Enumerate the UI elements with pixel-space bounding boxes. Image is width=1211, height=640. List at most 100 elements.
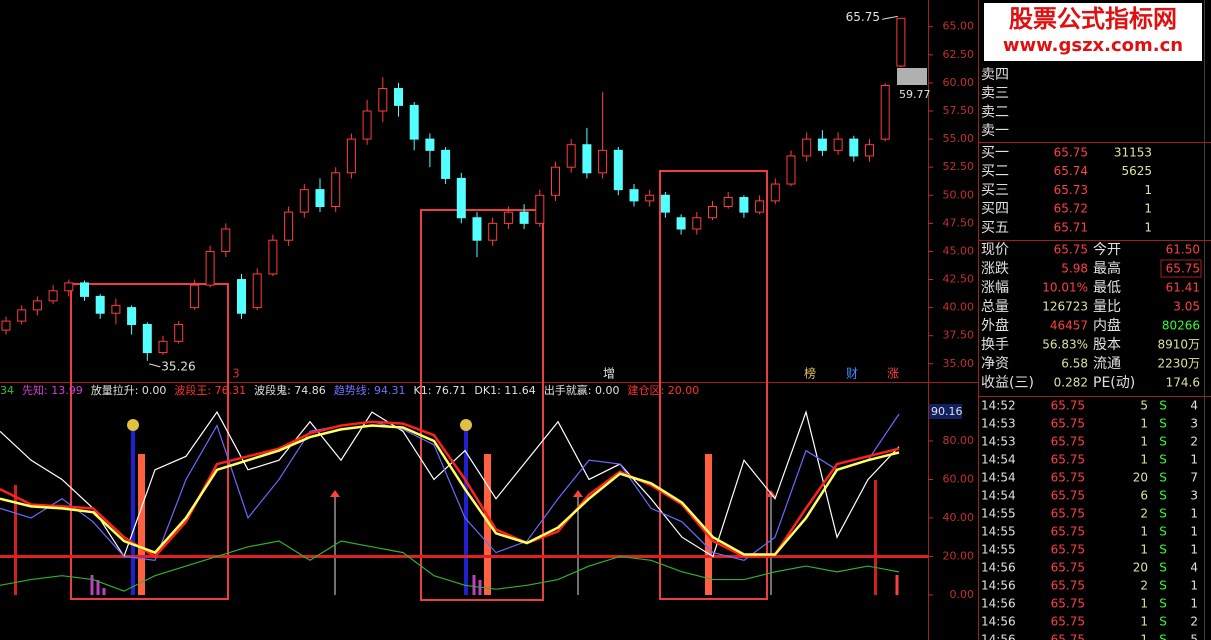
trade-count: 4: [1190, 399, 1198, 413]
stat-label: 总量: [981, 299, 1009, 315]
trade-volume: 1: [1140, 615, 1148, 629]
candle-body: [833, 138, 843, 151]
watermark-url: www.gszx.com.cn: [1003, 35, 1183, 56]
button[interactable]: 涨: [887, 366, 899, 381]
trade-side: S: [1159, 597, 1167, 611]
trade-price: 65.75: [1051, 579, 1085, 593]
trade-volume: 20: [1133, 471, 1148, 485]
candle-body: [770, 183, 780, 202]
high-arrow: [881, 15, 898, 20]
trade-price: 65.75: [1051, 633, 1085, 640]
candle-body: [142, 323, 152, 354]
candle-body: [394, 88, 403, 106]
legend-entry: 放量拉升: 0.00: [91, 383, 167, 397]
trade-price: 65.75: [1051, 615, 1085, 629]
trade-count: 2: [1190, 435, 1198, 449]
stat-label: 收益(三): [981, 375, 1034, 391]
trade-price: 65.75: [1051, 525, 1085, 539]
trade-volume: 6: [1140, 489, 1148, 503]
buy-label: 买四: [981, 201, 1009, 217]
trade-time: 14:54: [981, 471, 1016, 485]
y-tick-label: 65.00: [943, 20, 975, 33]
candle-body: [80, 282, 89, 297]
trade-side: S: [1159, 471, 1167, 485]
candle-body: [17, 309, 27, 322]
sell-label: 卖三: [981, 86, 1009, 102]
candle-body: [613, 149, 623, 191]
candle-body: [755, 200, 765, 213]
buy-price: 65.74: [1054, 164, 1088, 178]
trade-time: 14:56: [981, 561, 1016, 575]
candle-body: [252, 273, 262, 309]
candle-body: [503, 211, 513, 224]
legend-entry: 34: [0, 384, 14, 397]
legend-entry: 波段王: 76.31: [174, 383, 246, 397]
candle-body: [880, 85, 890, 140]
trade-price: 65.75: [1051, 489, 1085, 503]
trade-time: 14:54: [981, 489, 1016, 503]
stat-value: 126723: [1042, 300, 1088, 314]
stat-value: 80266: [1162, 319, 1200, 333]
trade-time: 14:56: [981, 579, 1016, 593]
trade-price: 65.75: [1051, 471, 1085, 485]
stat-label: 净资: [981, 356, 1009, 372]
indicator-line: [0, 420, 900, 559]
candle-body: [268, 239, 278, 275]
button[interactable]: 财: [846, 367, 858, 381]
trade-volume: 1: [1140, 525, 1148, 539]
sell-label: 卖一: [981, 123, 1009, 139]
y-tick-label: 37.50: [943, 329, 975, 342]
trade-time: 14:55: [981, 525, 1016, 539]
buy-volume: 5625: [1121, 164, 1152, 178]
stat-label: 涨幅: [981, 280, 1009, 296]
last-label: 59.77: [899, 88, 931, 101]
trade-side: S: [1159, 579, 1167, 593]
trade-count: 1: [1190, 507, 1198, 521]
current-tag: [929, 404, 962, 419]
stat-value: 61.50: [1166, 243, 1200, 257]
trade-time: 14:56: [981, 633, 1016, 640]
buy-price: 65.73: [1054, 183, 1088, 197]
candle-body: [472, 217, 482, 241]
trade-volume: 1: [1140, 417, 1148, 431]
legend-entry: 先知: 13.99: [22, 383, 83, 397]
buy-volume: 1: [1144, 183, 1152, 197]
candle-body: [802, 138, 812, 157]
candle-body: [739, 197, 749, 213]
candle-body: [896, 17, 906, 67]
candle-body: [299, 189, 309, 213]
y-tick-label: 80.00: [943, 434, 975, 447]
candle-body: [645, 194, 655, 202]
stat-value: 2230万: [1157, 357, 1200, 371]
trade-count: 3: [1190, 417, 1198, 431]
stat-value: 8910万: [1157, 338, 1200, 352]
candle-body: [708, 206, 717, 219]
y-tick-label: 47.50: [943, 216, 975, 229]
button[interactable]: 榜: [804, 366, 816, 381]
candle-body: [95, 295, 105, 314]
candle-body: [174, 323, 184, 342]
candle-body: [723, 197, 733, 208]
candle-body: [456, 177, 466, 219]
low-label: 35.26: [161, 359, 195, 373]
candle-body: [378, 88, 388, 112]
stat-label: 现价: [981, 242, 1009, 258]
buy-label: 买二: [981, 164, 1009, 180]
trade-side: S: [1159, 399, 1167, 413]
stat-value: 174.6: [1166, 376, 1200, 390]
trade-side: S: [1159, 525, 1167, 539]
stat-label: 涨跌: [981, 261, 1009, 277]
trade-volume: 1: [1140, 543, 1148, 557]
trade-time: 14:56: [981, 615, 1016, 629]
trade-price: 65.75: [1051, 507, 1085, 521]
y-tick-label: 62.50: [943, 48, 975, 61]
low-arrow: [149, 363, 161, 368]
stat-value: 0.282: [1054, 376, 1088, 390]
watermark-box: [984, 3, 1202, 61]
y-tick-label: 50.00: [943, 188, 975, 201]
trade-volume: 5: [1140, 399, 1148, 413]
sell-label: 卖四: [981, 67, 1009, 83]
indicator-line: [0, 424, 900, 556]
stat-label: 最低: [1093, 280, 1121, 296]
